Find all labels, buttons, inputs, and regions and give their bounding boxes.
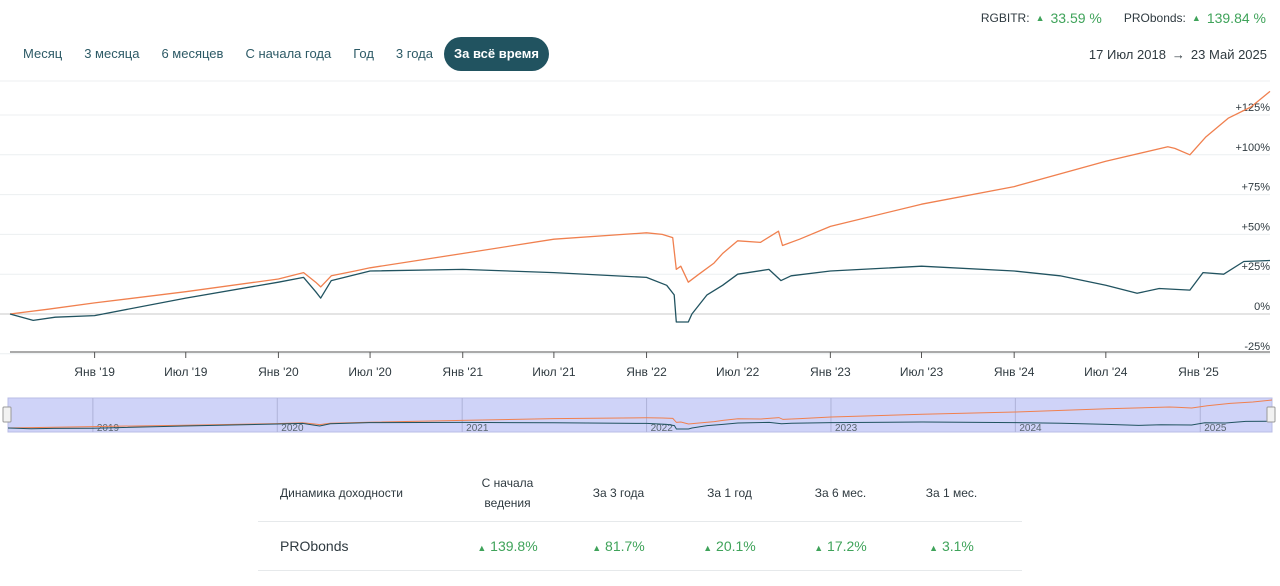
value-cell: ▲ 139.8% [452,538,563,554]
legend-name: RGBITR: [980,11,1030,25]
x-tick-label: Янв '24 [994,365,1035,379]
legend-name: PRObonds: [1123,11,1186,25]
y-tick-label: -25% [1244,341,1270,353]
value-text: 17.2% [827,538,867,554]
legend-item-rgbitr[interactable]: RGBITR: ▲ 33.59 % [981,10,1102,26]
navigator-year-label: 2022 [651,423,674,434]
x-tick-label: Июл '19 [164,365,208,379]
legend-item-probonds[interactable]: PRObonds: ▲ 139.84 % [1124,10,1266,26]
triangle-up-icon: ▲ [477,543,487,553]
navigator-year-label: 2019 [97,423,120,434]
date-from: 17 Июл 2018 [1088,47,1166,62]
period-year[interactable]: Год [353,46,374,61]
value-text: 139.8% [490,538,538,554]
navigator-handle-right[interactable] [1266,406,1276,423]
y-tick-label: 0% [1254,301,1270,313]
value-text: 20.1% [716,538,756,554]
navigator-selection [7,397,1273,433]
triangle-up-icon: ▲ [929,543,939,553]
y-tick-label: +50% [1242,221,1271,233]
x-tick-label: Янв '25 [1178,365,1219,379]
navigator-year-label: 2023 [835,423,858,434]
header-cell: Динамика доходности [280,485,403,500]
navigator-series-rgbitr [7,420,1273,430]
period-month[interactable]: Месяц [23,46,63,61]
navigator-year-label: 2025 [1204,423,1227,434]
header-cell: За 3 года [592,485,645,500]
series-line-rgbitr [9,259,1271,323]
table-row: PRObonds ▲ 139.8% ▲ 81.7% ▲ 20.1% ▲ 17.2… [258,522,1022,571]
x-tick-label: Июл '20 [348,365,392,379]
period-3-months[interactable]: 3 месяца [84,46,140,61]
x-tick-label: Янв '23 [810,365,851,379]
value-cell: ▲ 20.1% [674,538,785,554]
row-name: PRObonds [280,538,349,554]
period-all-time[interactable]: За всё время [443,37,549,71]
triangle-up-icon: ▲ [1191,13,1201,23]
period-6-months[interactable]: 6 месяцев [161,46,224,61]
value-cell: ▲ 3.1% [896,538,1007,554]
triangle-up-icon: ▲ [1035,13,1045,23]
period-selector: Месяц 3 месяца 6 месяцев С начала года Г… [12,37,549,71]
performance-chart[interactable]: -25%0%+25%+50%+75%+100%+125%Янв '19 Июл '… [0,76,1280,386]
x-tick-label: Янв '22 [626,365,667,379]
x-tick-label: Янв '21 [442,365,483,379]
table-header: Динамика доходности С начала ведения За … [258,464,1022,522]
range-navigator[interactable]: 2019 2020 2021 2022 2023 2024 2025 [0,394,1280,438]
navigator-year-label: 2020 [281,423,304,434]
value-cell: ▲ 17.2% [785,538,896,554]
legend: RGBITR: ▲ 33.59 % PRObonds: ▲ 139.84 % [981,10,1266,26]
header-cell: За 6 мес. [814,485,867,500]
date-range[interactable]: 17 Июл 2018 → 23 Май 2025 [1089,47,1267,62]
header-cell: С начала ведения [481,475,534,510]
navigator-series-probonds [7,399,1273,429]
x-tick-label: Июл '24 [1084,365,1128,379]
value-cell: ▲ 81.7% [563,538,674,554]
legend-value: 139.84 % [1206,10,1266,26]
y-tick-label: +75% [1242,182,1271,194]
date-to: 23 Май 2025 [1190,47,1267,62]
x-tick-label: Янв '20 [258,365,299,379]
series-line-probonds [9,90,1271,315]
period-ytd[interactable]: С начала года [245,46,332,61]
x-tick-label: Июл '23 [900,365,944,379]
header-cell: За 1 год [707,485,752,500]
y-tick-label: +25% [1242,261,1271,273]
navigator-handle-left[interactable] [2,406,12,423]
value-text: 3.1% [941,538,974,554]
navigator-year-label: 2024 [1019,423,1042,434]
value-text: 81.7% [605,538,645,554]
header-cell: За 1 мес. [925,485,978,500]
returns-table: Динамика доходности С начала ведения За … [258,464,1022,571]
legend-value: 33.59 % [1050,10,1102,26]
triangle-up-icon: ▲ [703,543,713,553]
x-tick-label: Июл '21 [532,365,576,379]
navigator-year-label: 2021 [466,423,489,434]
x-tick-label: Июл '22 [716,365,760,379]
x-tick-label: Янв '19 [74,365,115,379]
triangle-up-icon: ▲ [592,543,602,553]
y-tick-label: +100% [1235,142,1270,154]
arrow-right-icon: → [1171,47,1185,62]
period-3-years[interactable]: 3 года [395,46,433,61]
triangle-up-icon: ▲ [814,543,824,553]
